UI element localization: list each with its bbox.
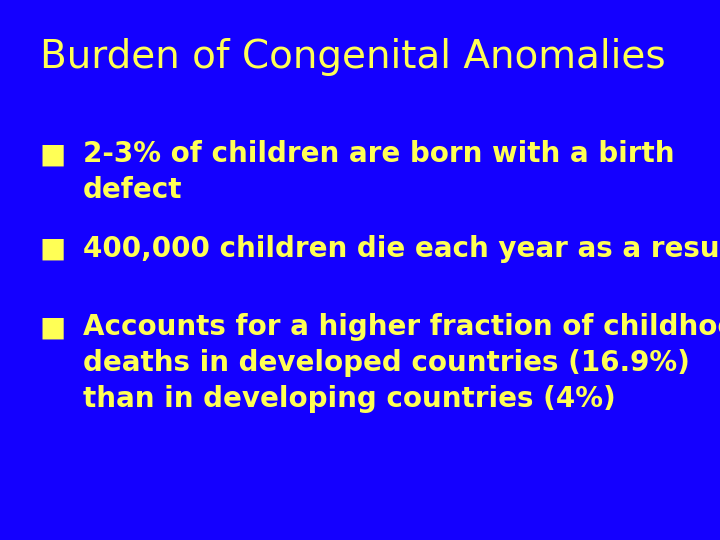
Text: 2-3% of children are born with a birth
defect: 2-3% of children are born with a birth d…: [83, 140, 675, 204]
Text: ■: ■: [40, 313, 66, 341]
Text: 400,000 children die each year as a result: 400,000 children die each year as a resu…: [83, 235, 720, 263]
Text: Accounts for a higher fraction of childhood
deaths in developed countries (16.9%: Accounts for a higher fraction of childh…: [83, 313, 720, 413]
Text: Burden of Congenital Anomalies: Burden of Congenital Anomalies: [40, 38, 665, 76]
Text: ■: ■: [40, 140, 66, 168]
Text: ■: ■: [40, 235, 66, 263]
